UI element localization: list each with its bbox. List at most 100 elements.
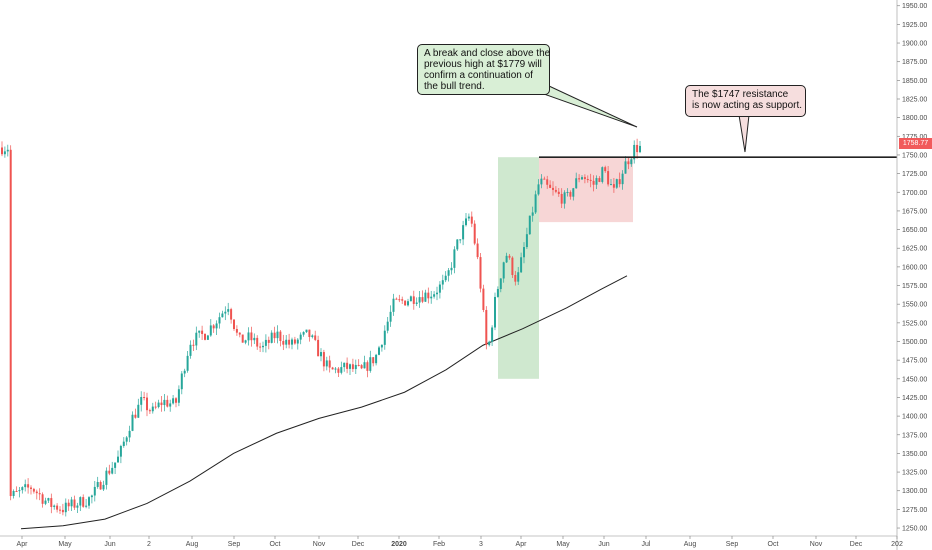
candle-body <box>64 502 67 513</box>
candle-body <box>146 397 148 411</box>
candle-body <box>296 339 299 344</box>
highlight-zones <box>498 157 633 379</box>
y-tick-label: 1775.00 <box>902 134 927 141</box>
y-tick-label: 1800.00 <box>902 115 927 122</box>
candle-body <box>212 325 215 329</box>
y-tick-label: 1300.00 <box>902 488 927 495</box>
x-tick-label: Jul <box>642 541 651 548</box>
y-tick-label: 1500.00 <box>902 339 927 346</box>
y-tick-label: 1625.00 <box>902 246 927 253</box>
candle-body <box>633 144 636 160</box>
candle-body <box>450 267 453 271</box>
candle-body <box>166 399 169 407</box>
candle-body <box>554 189 557 192</box>
y-tick-label: 1900.00 <box>902 41 927 48</box>
candle-body <box>444 275 447 281</box>
candle-body <box>456 239 459 250</box>
candle-body <box>183 370 186 374</box>
break-callout: A break and close above the previous hig… <box>417 44 550 95</box>
y-tick-label: 1425.00 <box>902 395 927 402</box>
y-tick-label: 1950.00 <box>902 3 927 10</box>
y-tick-label: 1375.00 <box>902 432 927 439</box>
x-axis: Apr May Jun 2 Aug Sep Oct Nov Dec 2020 Feb 3 Apr May J… <box>0 535 903 548</box>
candle-body <box>67 502 70 507</box>
candle-body <box>589 179 592 181</box>
candle-body <box>508 255 511 258</box>
candle-body <box>148 410 151 412</box>
candle-body <box>114 462 117 468</box>
y-tick-label: 1400.00 <box>902 414 927 421</box>
x-tick-label: Aug <box>684 541 697 548</box>
break-callout-line: previous high at $1779 will <box>424 59 542 70</box>
x-tick-label: Oct <box>768 541 779 548</box>
break-callout-pointer <box>540 85 638 128</box>
candle-body <box>125 437 128 442</box>
candle-body <box>540 178 543 185</box>
candle-body <box>117 456 119 463</box>
candle-body <box>163 399 166 406</box>
candle-body <box>151 406 154 412</box>
candle-body <box>47 498 50 501</box>
candle-body <box>325 360 328 367</box>
candle-body <box>357 364 360 366</box>
y-tick-label: 1250.00 <box>902 526 927 533</box>
candle-body <box>334 368 337 370</box>
candle-body <box>389 311 392 322</box>
candle-body <box>32 488 35 492</box>
candle-body <box>177 389 180 403</box>
candle-body <box>421 297 424 302</box>
y-tick-label: 1325.00 <box>902 470 927 477</box>
candle-body <box>70 499 73 507</box>
candle-body <box>276 331 279 339</box>
candle-body <box>572 188 575 197</box>
candle-body <box>441 280 444 285</box>
support-callout-pointer <box>738 114 750 153</box>
candle-body <box>383 330 386 345</box>
candle-body <box>56 505 59 510</box>
candle-body <box>467 216 470 219</box>
candle-body <box>79 497 82 506</box>
candle-body <box>343 362 346 368</box>
candle-body <box>610 184 612 186</box>
candle-body <box>433 294 436 297</box>
candle-body <box>6 149 9 152</box>
break-callout-line: confirm a continuation of <box>424 70 533 81</box>
candle-body <box>308 329 311 338</box>
candle-body <box>238 332 241 335</box>
candle-body <box>621 173 624 185</box>
candle-body <box>583 177 586 180</box>
candle-body <box>409 296 412 302</box>
candle-body <box>122 441 125 446</box>
candle-body <box>427 292 430 299</box>
candle-body <box>546 179 549 185</box>
candle-body <box>128 430 131 438</box>
candle-body <box>169 403 172 407</box>
candle-body <box>511 257 514 276</box>
candle-body <box>157 402 160 408</box>
candle-body <box>105 470 108 485</box>
moving-average-line <box>20 275 628 530</box>
candle-body <box>96 481 99 487</box>
y-axis: 1950.00 1925.00 1900.00 1875.00 1850.00 1825.… <box>896 0 927 550</box>
candle-body <box>552 187 554 190</box>
y-tick-label: 1600.00 <box>902 264 927 271</box>
candle-body <box>494 296 496 328</box>
candle-body <box>557 191 560 194</box>
candle-body <box>175 398 177 403</box>
candle-body <box>233 319 235 330</box>
y-tick-label: 1875.00 <box>902 59 927 66</box>
candle-body <box>143 397 146 399</box>
candle-body <box>273 332 276 339</box>
candle-body <box>299 334 302 340</box>
candle-body <box>218 317 221 324</box>
candle-body <box>282 341 285 345</box>
candle-body <box>262 345 264 348</box>
candle-body <box>154 406 157 408</box>
candle-body <box>27 484 30 488</box>
candle-body <box>206 335 209 340</box>
x-tick-label: Sep <box>228 541 241 548</box>
candle-body <box>505 255 508 263</box>
candle-body <box>9 149 12 497</box>
candle-body <box>172 398 175 404</box>
y-tick-label: 1650.00 <box>902 227 927 234</box>
